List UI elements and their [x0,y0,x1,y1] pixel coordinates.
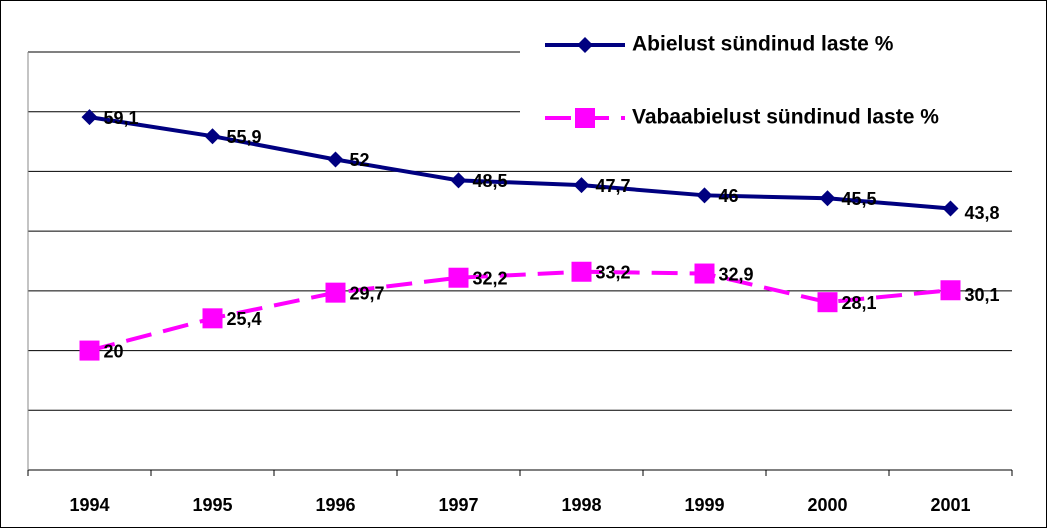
x-tick-label: 2000 [807,495,847,515]
value-label: 47,7 [596,176,631,196]
series-line [89,115,951,211]
x-tick-label: 1999 [684,495,724,515]
value-label: 32,9 [719,264,754,284]
marker [694,263,715,284]
legend-label: Vabaabielust sündinud laste % [632,106,939,129]
marker [327,151,344,168]
marker [448,267,469,288]
marker [81,109,98,126]
value-label: 46 [719,186,739,206]
legend-marker [575,108,595,128]
x-tick-label: 1995 [192,495,232,515]
marker [573,177,590,194]
value-label: 33,2 [596,262,631,282]
value-label: 45,5 [842,189,877,209]
marker [325,282,346,303]
marker [819,190,836,207]
value-label: 20 [104,341,124,361]
x-tick-label: 1996 [315,495,355,515]
marker [942,200,959,217]
value-label: 43,8 [965,203,1000,223]
x-tick-label: 2001 [930,495,970,515]
marker [450,172,467,189]
marker [571,261,592,282]
x-tick-label: 1994 [69,495,109,515]
marker [79,340,100,361]
marker [202,308,223,329]
marker [696,187,713,204]
series-line [88,269,951,353]
marker [817,292,838,313]
x-tick-label: 1997 [438,495,478,515]
legend-marker [577,37,593,53]
value-label: 52 [350,150,370,170]
value-label: 55,9 [227,127,262,147]
value-label: 59,1 [104,108,139,128]
value-label: 29,7 [350,283,385,303]
legend-label: Abielust sündinud laste % [632,33,894,56]
value-label: 28,1 [842,293,877,313]
value-label: 48,5 [473,171,508,191]
value-label: 25,4 [227,309,262,329]
value-label: 32,2 [473,268,508,288]
value-label: 30,1 [965,285,1000,305]
marker [940,280,961,301]
marker [204,128,221,145]
x-tick-label: 1998 [561,495,601,515]
